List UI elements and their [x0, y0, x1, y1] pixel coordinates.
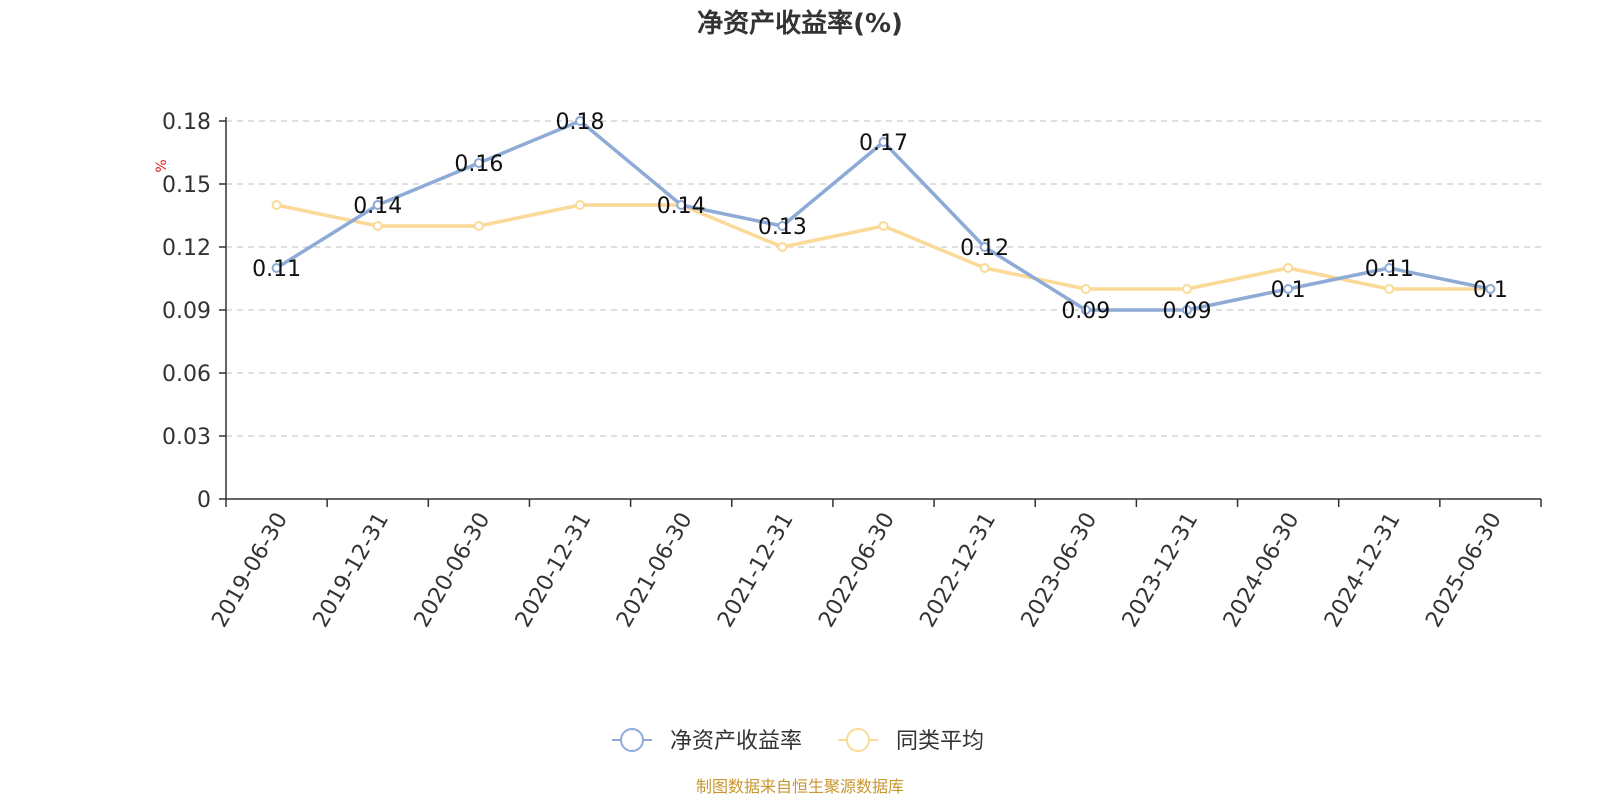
series-point-0[interactable]	[676, 200, 687, 210]
data-labels: 0.11 0.14 0.16 0.18 0.14 0.13 0.17 0.12 0.09 0.09…	[252, 110, 1508, 324]
axes	[219, 117, 1542, 507]
series-point-0[interactable]	[777, 221, 788, 231]
x-tick-label: 2021-12-31	[713, 509, 799, 632]
series-point-1[interactable]	[979, 263, 990, 273]
data-label: 0.09	[1162, 299, 1211, 324]
series-point-0[interactable]	[575, 116, 586, 126]
series-point-1[interactable]	[1181, 284, 1192, 294]
y-tick-labels: 0 0.03 0.06 0.09 0.12 0.15 0.18	[162, 110, 211, 513]
series-point-0[interactable]	[878, 137, 889, 147]
y-tick-label: 0.18	[162, 110, 211, 135]
legend-item-peer-average[interactable]: 同类平均	[838, 728, 984, 754]
data-label: 0.09	[1061, 299, 1110, 324]
y-axis-label: %	[154, 159, 170, 172]
x-tick-label: 2022-06-30	[814, 509, 900, 632]
legend-label-roe: 净资产收益率	[670, 729, 802, 754]
data-label: 0.14	[353, 194, 402, 219]
x-tick-label: 2024-12-31	[1320, 509, 1406, 632]
series-point-1[interactable]	[1384, 284, 1395, 294]
x-tick-label: 2023-12-31	[1118, 509, 1204, 632]
legend-item-roe[interactable]: 净资产收益率	[612, 728, 802, 754]
y-tick-label: 0.06	[162, 362, 211, 387]
series-point-1[interactable]	[473, 221, 484, 231]
legend-label-peer-average: 同类平均	[896, 729, 984, 754]
data-label: 0.14	[657, 194, 706, 219]
series-point-0[interactable]	[1283, 284, 1294, 294]
x-tick-labels: 2019-06-30 2019-12-31 2020-06-30 2020-12-31…	[207, 508, 1506, 631]
series-point-0[interactable]	[1080, 305, 1091, 315]
x-tick-label: 2019-12-31	[309, 509, 395, 632]
series-point-0[interactable]	[372, 200, 383, 210]
data-label: 0.11	[252, 257, 301, 282]
data-label: 0.12	[960, 236, 1009, 261]
series-point-0[interactable]	[1485, 284, 1496, 294]
data-source-note: 制图数据来自恒生聚源数据库	[696, 777, 904, 796]
series-point-1[interactable]	[1080, 284, 1091, 294]
series-point-1[interactable]	[575, 200, 586, 210]
x-tick-label: 2022-12-31	[915, 508, 1001, 631]
series-point-0[interactable]	[473, 158, 484, 168]
y-tick-label: 0	[197, 488, 211, 513]
y-tick-label: 0.12	[162, 236, 211, 261]
legend-marker-peer-average	[846, 728, 870, 752]
data-label: 0.1	[1473, 278, 1508, 303]
data-label: 0.11	[1365, 257, 1414, 282]
series-point-1[interactable]	[878, 221, 889, 231]
y-tick-label: 0.15	[162, 173, 211, 198]
series-point-1[interactable]	[777, 242, 788, 252]
x-tick-label: 2020-06-30	[410, 509, 496, 632]
x-tick-label: 2019-06-30	[207, 509, 293, 632]
x-tick-label: 2021-06-30	[612, 509, 698, 632]
x-tick-label: 2024-06-30	[1219, 509, 1305, 632]
legend[interactable]: 净资产收益率 同类平均	[612, 728, 984, 754]
series-point-0[interactable]	[271, 263, 282, 273]
series-point-1[interactable]	[372, 221, 383, 231]
series-point-0[interactable]	[979, 242, 990, 252]
y-tick-label: 0.03	[162, 425, 211, 450]
x-tick-label: 2023-06-30	[1017, 509, 1103, 632]
data-label: 0.16	[454, 152, 503, 177]
series-point-1[interactable]	[271, 200, 282, 210]
series-point-0[interactable]	[1384, 263, 1395, 273]
data-label: 0.1	[1271, 278, 1306, 303]
data-label: 0.17	[859, 131, 908, 156]
y-tick-label: 0.09	[162, 299, 211, 324]
x-tick-label: 2025-06-30	[1421, 509, 1507, 632]
legend-marker-roe	[620, 728, 644, 752]
chart-title: 净资产收益率(%)	[697, 8, 903, 39]
data-label: 0.13	[758, 215, 807, 240]
series	[271, 116, 1496, 315]
series-point-0[interactable]	[1181, 305, 1192, 315]
x-tick-label: 2020-12-31	[511, 509, 597, 632]
series-point-1[interactable]	[1283, 263, 1294, 273]
data-label: 0.18	[556, 110, 605, 135]
